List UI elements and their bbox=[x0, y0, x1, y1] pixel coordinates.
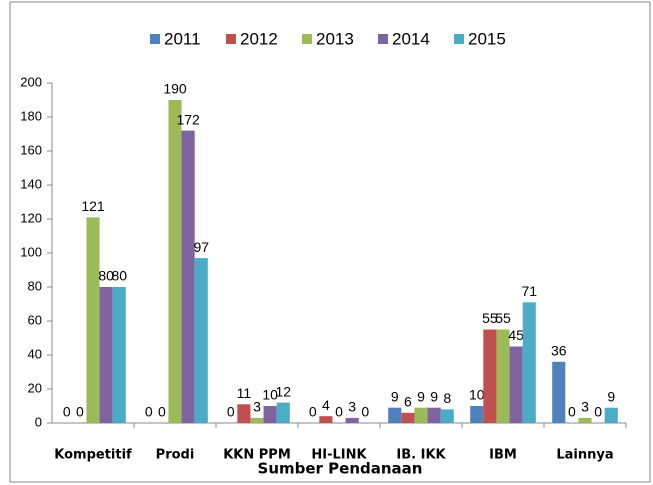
bar bbox=[168, 100, 182, 423]
value-label: 0 bbox=[568, 404, 576, 420]
bar bbox=[319, 416, 333, 423]
bar bbox=[263, 406, 277, 423]
bar bbox=[440, 409, 454, 423]
x-axis-title: Sumber Pendanaan bbox=[258, 460, 423, 478]
value-label: 0 bbox=[158, 404, 166, 420]
bar bbox=[237, 404, 251, 423]
bar bbox=[250, 417, 264, 423]
value-label: 0 bbox=[63, 404, 71, 420]
legend-label: 2015 bbox=[468, 29, 506, 48]
legend-swatch bbox=[378, 34, 388, 44]
y-tick-label: 100 bbox=[20, 244, 42, 259]
value-label: 8 bbox=[443, 390, 451, 406]
value-label: 0 bbox=[361, 404, 369, 420]
value-label: 36 bbox=[551, 343, 567, 359]
value-label: 3 bbox=[581, 399, 589, 415]
x-tick-label: Prodi bbox=[156, 448, 195, 463]
bar bbox=[388, 407, 402, 423]
bar bbox=[401, 412, 415, 423]
x-tick-label: HI-LINK bbox=[311, 448, 367, 463]
value-label: 55 bbox=[495, 310, 511, 326]
y-tick-label: 0 bbox=[35, 414, 42, 429]
bar bbox=[181, 130, 195, 423]
value-label: 10 bbox=[469, 387, 485, 403]
bar bbox=[194, 258, 208, 423]
value-label: 3 bbox=[253, 399, 261, 415]
y-tick-label: 80 bbox=[28, 278, 42, 293]
value-label: 121 bbox=[81, 198, 105, 214]
value-label: 0 bbox=[76, 404, 84, 420]
legend-label: 2012 bbox=[240, 29, 278, 48]
value-label: 0 bbox=[594, 404, 602, 420]
value-label: 11 bbox=[237, 385, 252, 401]
value-label: 172 bbox=[176, 111, 200, 127]
value-label: 6 bbox=[404, 394, 412, 410]
y-tick-label: 140 bbox=[20, 176, 42, 191]
value-label: 10 bbox=[262, 387, 278, 403]
value-label: 45 bbox=[508, 327, 524, 343]
y-tick-label: 120 bbox=[20, 210, 42, 225]
bar bbox=[483, 329, 497, 423]
value-label: 0 bbox=[227, 404, 235, 420]
bar bbox=[604, 407, 618, 423]
x-tick-label: IBM bbox=[489, 448, 517, 463]
bar bbox=[522, 302, 536, 423]
legend-label: 2011 bbox=[164, 29, 201, 48]
bar bbox=[496, 329, 510, 423]
bar bbox=[99, 287, 113, 423]
legend-swatch bbox=[150, 34, 160, 44]
bar bbox=[427, 407, 441, 423]
value-label: 9 bbox=[430, 388, 438, 404]
value-label: 0 bbox=[309, 404, 317, 420]
x-tick-label: IB. IKK bbox=[396, 448, 446, 463]
legend-swatch bbox=[454, 34, 464, 44]
x-tick-label: Kompetitif bbox=[54, 448, 132, 463]
value-label: 190 bbox=[163, 81, 187, 97]
bar bbox=[276, 402, 290, 423]
bar bbox=[86, 217, 100, 423]
value-label: 4 bbox=[322, 397, 330, 413]
value-label: 12 bbox=[275, 383, 291, 399]
bar bbox=[470, 406, 484, 423]
value-label: 9 bbox=[417, 388, 425, 404]
x-tick-label: Lainnya bbox=[556, 448, 613, 463]
bar bbox=[509, 346, 523, 423]
value-label: 80 bbox=[98, 268, 114, 284]
legend-swatch bbox=[302, 34, 312, 44]
legend-label: 2013 bbox=[316, 29, 354, 48]
bar bbox=[345, 417, 359, 423]
y-tick-label: 20 bbox=[28, 380, 42, 395]
value-label: 80 bbox=[111, 268, 127, 284]
y-tick-label: 160 bbox=[20, 142, 42, 157]
bar bbox=[112, 287, 126, 423]
y-tick-label: 180 bbox=[20, 108, 42, 123]
value-label: 9 bbox=[607, 388, 615, 404]
chart-frame bbox=[9, 1, 651, 483]
y-tick-label: 60 bbox=[28, 312, 42, 327]
bar bbox=[552, 361, 566, 423]
legend-label: 2014 bbox=[392, 29, 430, 48]
y-tick-label: 40 bbox=[28, 346, 42, 361]
bar bbox=[578, 417, 592, 423]
value-label: 71 bbox=[521, 283, 537, 299]
value-label: 0 bbox=[145, 404, 153, 420]
value-label: 9 bbox=[391, 388, 399, 404]
bar bbox=[414, 407, 428, 423]
value-label: 3 bbox=[348, 399, 356, 415]
legend-swatch bbox=[226, 34, 236, 44]
value-label: 0 bbox=[335, 404, 343, 420]
value-label: 97 bbox=[193, 239, 209, 255]
y-tick-label: 200 bbox=[20, 74, 42, 89]
x-tick-label: KKN PPM bbox=[223, 448, 291, 463]
value-label: 55 bbox=[482, 310, 498, 326]
